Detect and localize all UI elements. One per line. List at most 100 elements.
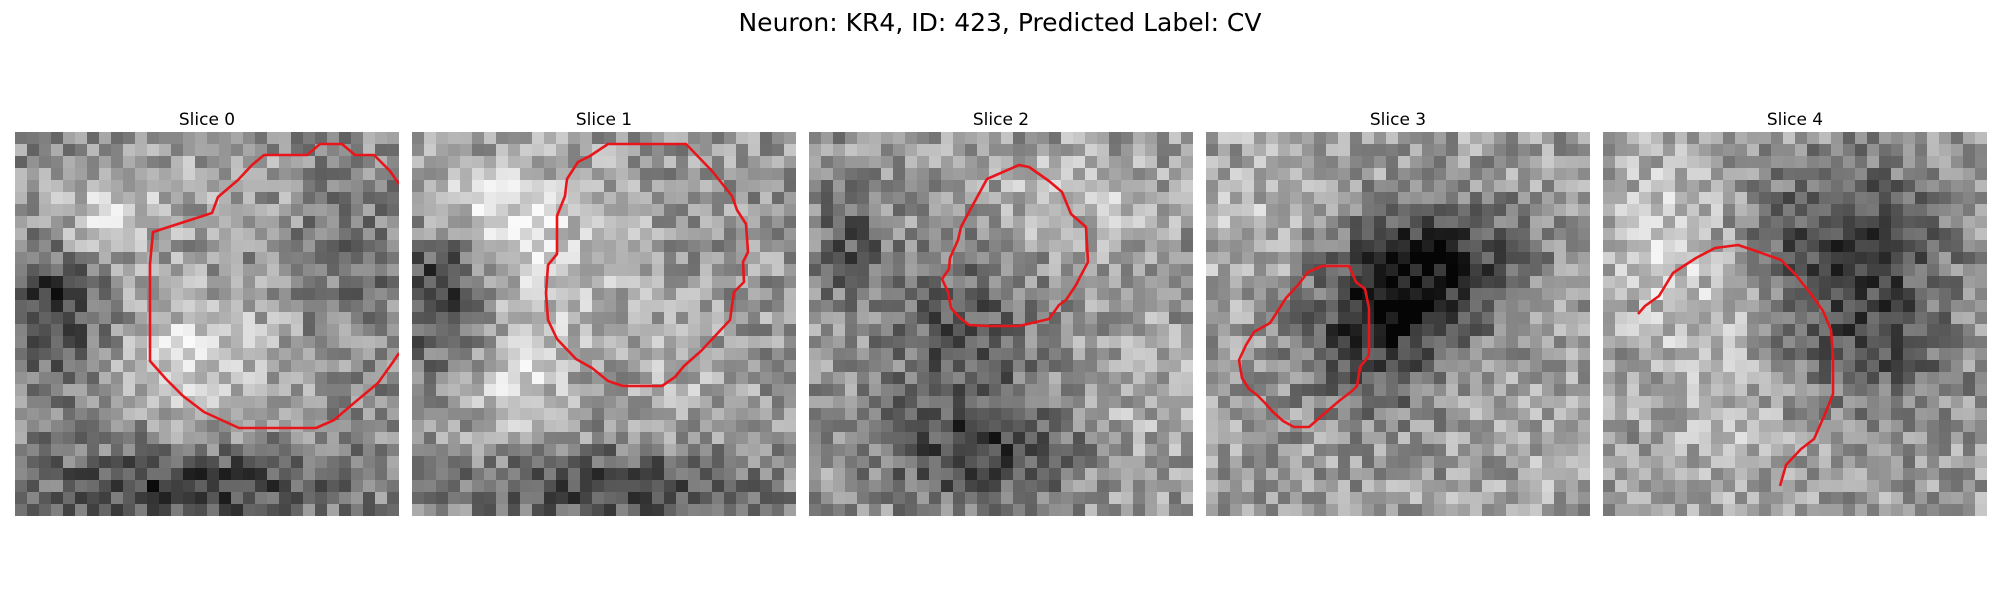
pixel — [1951, 444, 1964, 457]
pixel — [51, 384, 64, 397]
pixel — [1302, 360, 1315, 373]
pixel — [387, 228, 399, 241]
pixel — [291, 504, 304, 516]
pixel — [640, 132, 653, 145]
pixel — [267, 312, 280, 325]
pixel — [1759, 264, 1772, 277]
pixel — [363, 480, 376, 493]
pixel — [1518, 300, 1531, 313]
pixel — [1001, 252, 1014, 265]
pixel — [1723, 408, 1736, 421]
pixel — [75, 156, 88, 169]
pixel — [1578, 144, 1590, 157]
pixel — [1867, 264, 1880, 277]
pixel — [436, 192, 449, 205]
pixel — [1831, 432, 1844, 445]
pixel — [412, 396, 425, 409]
pixel — [628, 168, 641, 181]
pixel — [135, 168, 148, 181]
pixel — [1603, 372, 1616, 385]
pixel — [1675, 396, 1688, 409]
pixel — [243, 204, 256, 217]
pixel — [532, 228, 545, 241]
pixel — [87, 420, 100, 433]
pixel — [351, 360, 364, 373]
pixel — [1109, 144, 1122, 157]
pixel — [1903, 396, 1916, 409]
pixel — [1723, 144, 1736, 157]
pixel — [1314, 324, 1327, 337]
pixel — [1025, 144, 1038, 157]
pixel — [821, 288, 834, 301]
pixel — [953, 480, 966, 493]
pixel — [1338, 480, 1351, 493]
pixel — [857, 384, 870, 397]
pixel — [1218, 504, 1231, 516]
pixel — [1795, 360, 1808, 373]
pixel — [1651, 312, 1664, 325]
pixel — [652, 504, 665, 516]
pixel — [195, 468, 208, 481]
pixel — [1663, 336, 1676, 349]
pixel — [1326, 372, 1339, 385]
pixel — [339, 276, 352, 289]
pixel — [1386, 288, 1399, 301]
pixel — [965, 468, 978, 481]
pixel — [881, 252, 894, 265]
pixel — [424, 216, 437, 229]
pixel — [520, 144, 533, 157]
pixel — [748, 348, 761, 361]
pixel — [1157, 192, 1170, 205]
pixel — [1121, 204, 1134, 217]
pixel — [556, 372, 569, 385]
pixel — [1963, 216, 1976, 229]
pixel — [1398, 264, 1411, 277]
pixel — [1181, 492, 1193, 505]
pixel — [303, 408, 316, 421]
pixel — [1518, 372, 1531, 385]
pixel — [315, 264, 328, 277]
pixel — [604, 324, 617, 337]
pixel — [1819, 180, 1832, 193]
pixel — [51, 372, 64, 385]
pixel — [111, 156, 124, 169]
pixel — [1254, 456, 1267, 469]
pixel — [1747, 144, 1760, 157]
pixel — [905, 156, 918, 169]
pixel — [123, 324, 136, 337]
pixel — [953, 408, 966, 421]
pixel — [1386, 384, 1399, 397]
pixel — [436, 348, 449, 361]
pixel — [15, 240, 28, 253]
pixel — [1639, 228, 1652, 241]
pixel — [1843, 408, 1856, 421]
pixel — [1374, 240, 1387, 253]
pixel — [39, 228, 52, 241]
pixel — [1169, 156, 1182, 169]
pixel — [1230, 300, 1243, 313]
pixel — [387, 456, 399, 469]
pixel — [207, 300, 220, 313]
pixel — [1807, 444, 1820, 457]
pixel — [1386, 372, 1399, 385]
pixel — [736, 300, 749, 313]
pixel — [628, 180, 641, 193]
pixel — [111, 264, 124, 277]
pixel — [688, 192, 701, 205]
slice-panel-3: Slice 3 — [1206, 108, 1590, 516]
pixel — [1771, 312, 1784, 325]
pixel — [1735, 156, 1748, 169]
pixel — [1206, 480, 1219, 493]
pixel — [1169, 264, 1182, 277]
pixel — [243, 228, 256, 241]
pixel — [592, 336, 605, 349]
pixel — [989, 348, 1002, 361]
pixel — [1494, 396, 1507, 409]
pixel — [1338, 240, 1351, 253]
pixel — [1085, 492, 1098, 505]
pixel — [1242, 468, 1255, 481]
pixel — [1542, 276, 1555, 289]
pixel — [724, 432, 737, 445]
pixel — [111, 276, 124, 289]
pixel — [1891, 252, 1904, 265]
